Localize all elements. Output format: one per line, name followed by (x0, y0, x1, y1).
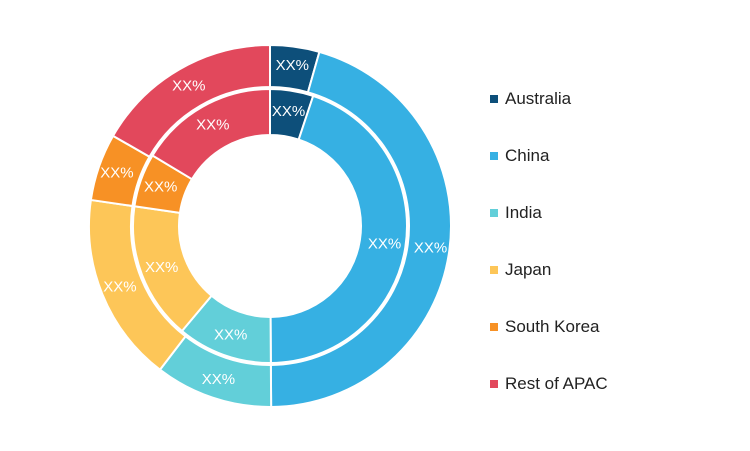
outer-ring-label-china: XX% (414, 239, 447, 256)
inner-ring-label-rest-of-apac: XX% (196, 117, 229, 134)
outer-ring-label-rest-of-apac: XX% (172, 77, 205, 94)
legend-item-south-korea: South Korea (490, 298, 608, 355)
inner-ring-label-japan: XX% (145, 259, 178, 276)
legend-label-india: India (505, 202, 542, 222)
legend-swatch-india (490, 208, 498, 217)
legend-label-rest-of-apac: Rest of APAC (505, 373, 608, 393)
legend-item-rest-of-apac: Rest of APAC (490, 355, 608, 412)
inner-ring-label-india: XX% (214, 327, 247, 344)
legend-swatch-australia (490, 94, 498, 103)
inner-ring-label-south-korea: XX% (144, 179, 177, 196)
outer-ring-label-india: XX% (202, 371, 235, 388)
outer-ring-label-japan: XX% (103, 279, 136, 296)
legend-swatch-south-korea (490, 322, 498, 331)
outer-ring-slice-china (269, 50, 452, 409)
inner-ring-label-australia: XX% (272, 103, 305, 120)
legend-label-australia: Australia (505, 88, 572, 108)
chart-legend: Australia China India Japan South Korea Rest … (490, 70, 608, 412)
outer-ring-slice-rest-of-apac (111, 43, 271, 159)
legend-swatch-rest-of-apac (490, 379, 498, 388)
inner-ring-slice-china (269, 94, 408, 365)
legend-item-japan: Japan (490, 241, 608, 298)
inner-ring-slice-rest-of-apac (151, 87, 271, 181)
legend-label-japan: Japan (505, 259, 552, 279)
legend-swatch-japan (490, 265, 498, 274)
inner-ring-label-china: XX% (368, 236, 401, 253)
legend-swatch-china (490, 151, 498, 160)
legend-item-china: China (490, 127, 608, 184)
legend-label-china: China (505, 145, 550, 165)
outer-ring-label-australia: XX% (276, 57, 309, 74)
legend-item-australia: Australia (490, 70, 608, 127)
legend-item-india: India (490, 184, 608, 241)
outer-ring-label-south-korea: XX% (100, 165, 133, 182)
legend-label-south-korea: South Korea (505, 316, 600, 336)
